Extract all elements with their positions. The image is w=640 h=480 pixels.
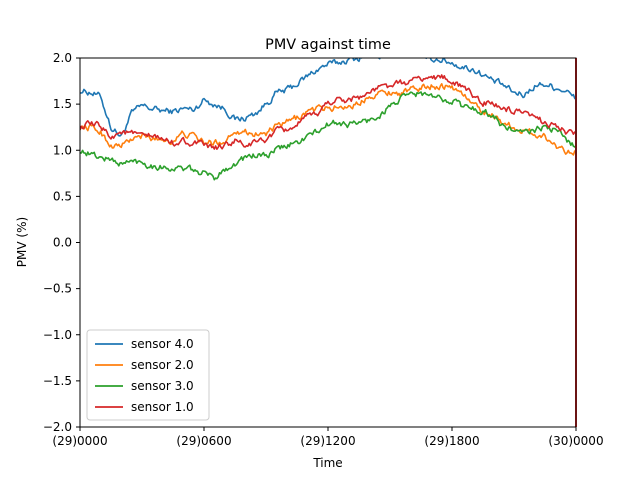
x-tick-label: (29)0600	[176, 434, 231, 448]
y-tick-label: 0.5	[53, 189, 72, 203]
legend-label: sensor 4.0	[131, 337, 194, 351]
legend: sensor 4.0 sensor 2.0 sensor 3.0 sensor 1.0	[86, 329, 210, 421]
x-tick-label: (29)1800	[424, 434, 479, 448]
y-tick-label: 2.0	[53, 51, 72, 65]
series-layer	[80, 58, 576, 181]
y-tick-label: −1.5	[43, 374, 72, 388]
chart-title: PMV against time	[265, 37, 391, 53]
legend-label: sensor 2.0	[131, 358, 194, 372]
y-tick-label: 1.5	[53, 97, 72, 111]
series-line-sensor-4-0	[80, 58, 576, 137]
y-tick-label: −1.0	[43, 328, 72, 342]
y-axis: 2.0 1.5 1.0 0.5 0.0 −0.5 −1.0 −1.5 −2.0	[43, 51, 80, 434]
y-tick-label: 1.0	[53, 143, 72, 157]
y-tick-label: −2.0	[43, 420, 72, 434]
x-tick-label: (30)0000	[548, 434, 603, 448]
y-axis-label: PMV (%)	[15, 217, 29, 267]
series-line-sensor-3-0	[80, 91, 576, 181]
legend-label: sensor 3.0	[131, 379, 194, 393]
legend-label: sensor 1.0	[131, 400, 194, 414]
x-axis: (29)0000 (29)0600 (29)1200 (29)1800 (30)0000	[52, 427, 604, 448]
legend-box	[86, 329, 210, 421]
x-tick-label: (29)0000	[52, 434, 107, 448]
y-tick-label: 0.0	[53, 236, 72, 250]
x-axis-label: Time	[312, 456, 342, 470]
y-tick-label: −0.5	[43, 282, 72, 296]
series-line-sensor-1-0	[80, 74, 576, 150]
x-tick-label: (29)1200	[300, 434, 355, 448]
